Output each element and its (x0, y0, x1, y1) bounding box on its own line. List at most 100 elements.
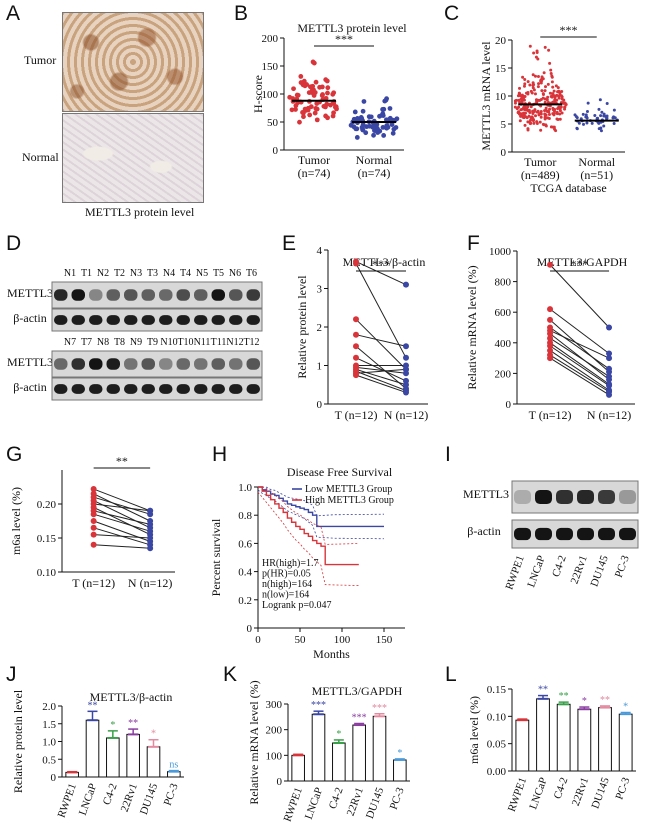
C-point (593, 113, 597, 117)
F-pair-line (549, 330, 610, 359)
C-point (585, 109, 589, 113)
blot-d-lane-label: N8 (97, 337, 109, 348)
blot-i-mettl3-band (598, 489, 615, 505)
G-y-tick-label: 0.15 (37, 533, 57, 545)
C-point (550, 80, 554, 84)
G-pair-line (93, 544, 151, 549)
B-point (291, 86, 296, 92)
C-y-label: METTL3 mRNA level (479, 41, 493, 151)
H-x-label: Months (313, 647, 350, 661)
C-point (521, 97, 525, 101)
C-point (543, 89, 547, 93)
blot-d-lane-label: T4 (180, 268, 191, 279)
panel-label-i: I (445, 443, 451, 466)
blot-d-bottom-actin-control-band (71, 384, 85, 394)
blot-i-actin-membrane (511, 519, 639, 549)
blot-d-top-actin-control-band (229, 315, 243, 325)
E-y-tick-label: 3 (317, 284, 323, 296)
H-legend-label: Low METTL3 Group (305, 484, 392, 495)
C-point (532, 121, 536, 125)
G-pair-line (93, 506, 151, 536)
F-normal-point (606, 382, 613, 389)
E-y-tick-label: 2 (317, 322, 323, 334)
H-annotation: n(high)=164 (262, 579, 312, 590)
panel-label-f: F (467, 232, 480, 255)
C-point (543, 112, 547, 116)
F-pair-line (549, 350, 610, 391)
C-point (534, 114, 538, 118)
C-point (553, 94, 557, 98)
C-point (522, 84, 526, 88)
J-sig-label: * (151, 729, 156, 740)
L-sig-label: ** (538, 685, 548, 696)
C-group-n: (n=489) (521, 168, 560, 182)
C-point (546, 95, 550, 99)
ihc-tumor-image (62, 12, 204, 112)
E-y-label: Relative protein level (295, 275, 309, 379)
C-point (560, 111, 564, 115)
C-point (546, 116, 550, 120)
B-point (368, 114, 374, 120)
C-significance: *** (560, 23, 578, 37)
C-point (523, 123, 527, 127)
F-normal-point (606, 365, 613, 372)
C-point (523, 77, 527, 81)
J-y-tick-label: 1.5 (42, 719, 56, 731)
B-point (311, 60, 317, 66)
blot-d-bottom-mettl3-band (141, 358, 155, 370)
J-category-label: C4-2 (101, 782, 120, 807)
L-bar (577, 708, 592, 772)
blot-d-top-mettl3-band (229, 289, 243, 301)
J-sig-label: * (110, 720, 115, 731)
C-point (532, 51, 536, 55)
blot-d-lane-label: T2 (114, 268, 125, 279)
C-point (514, 98, 518, 102)
F-category-label: N (n=12) (587, 408, 631, 422)
C-point (574, 114, 578, 118)
B-point (352, 109, 358, 115)
F-y-tick-label: 0 (506, 399, 512, 411)
L-bar (515, 719, 530, 772)
E-tumor-point (353, 372, 359, 379)
H-series-line (258, 486, 359, 566)
C-point (557, 94, 561, 98)
F-y-label: Relative mRNA level (%) (465, 265, 479, 389)
B-point (351, 116, 357, 122)
K-sig-label: *** (311, 700, 326, 711)
ihc-normal-label: Normal (22, 150, 59, 164)
C-y-tick-label: 5 (501, 119, 507, 131)
blot-d-lane-label: N12 (226, 337, 243, 348)
C-point (554, 129, 558, 133)
C-point (533, 92, 537, 96)
L-bar (598, 707, 612, 772)
B-point (387, 115, 393, 121)
blot-d-bottom-mettl3-band (106, 358, 120, 370)
C-point (540, 89, 544, 93)
G-normal-point (147, 521, 154, 528)
B-point (325, 115, 330, 121)
C-point (528, 110, 532, 114)
E-y-tick-label: 1 (317, 361, 323, 373)
G-y-tick-label: 0.20 (37, 499, 57, 511)
blot-d-lane-label: T1 (81, 268, 92, 279)
C-point (549, 94, 553, 98)
L-bar (536, 698, 550, 772)
G-normal-point (147, 545, 154, 552)
blot-d-lane-label: N10 (160, 337, 177, 348)
B-point (298, 80, 304, 85)
C-point (528, 44, 532, 48)
B-point (348, 122, 354, 128)
L-bar (618, 713, 633, 772)
blot-d-top-mettl3-band (246, 289, 260, 301)
G-pair-line (93, 513, 151, 532)
C-point (558, 112, 562, 116)
C-point (553, 98, 557, 102)
C-point (541, 122, 545, 126)
B-point (375, 126, 380, 132)
B-point (359, 116, 365, 121)
panel-label-c: C (444, 2, 460, 25)
F-normal-point (606, 324, 613, 331)
C-point (520, 107, 524, 111)
C-point (577, 121, 581, 125)
C-y-tick-label: 20 (495, 35, 507, 47)
